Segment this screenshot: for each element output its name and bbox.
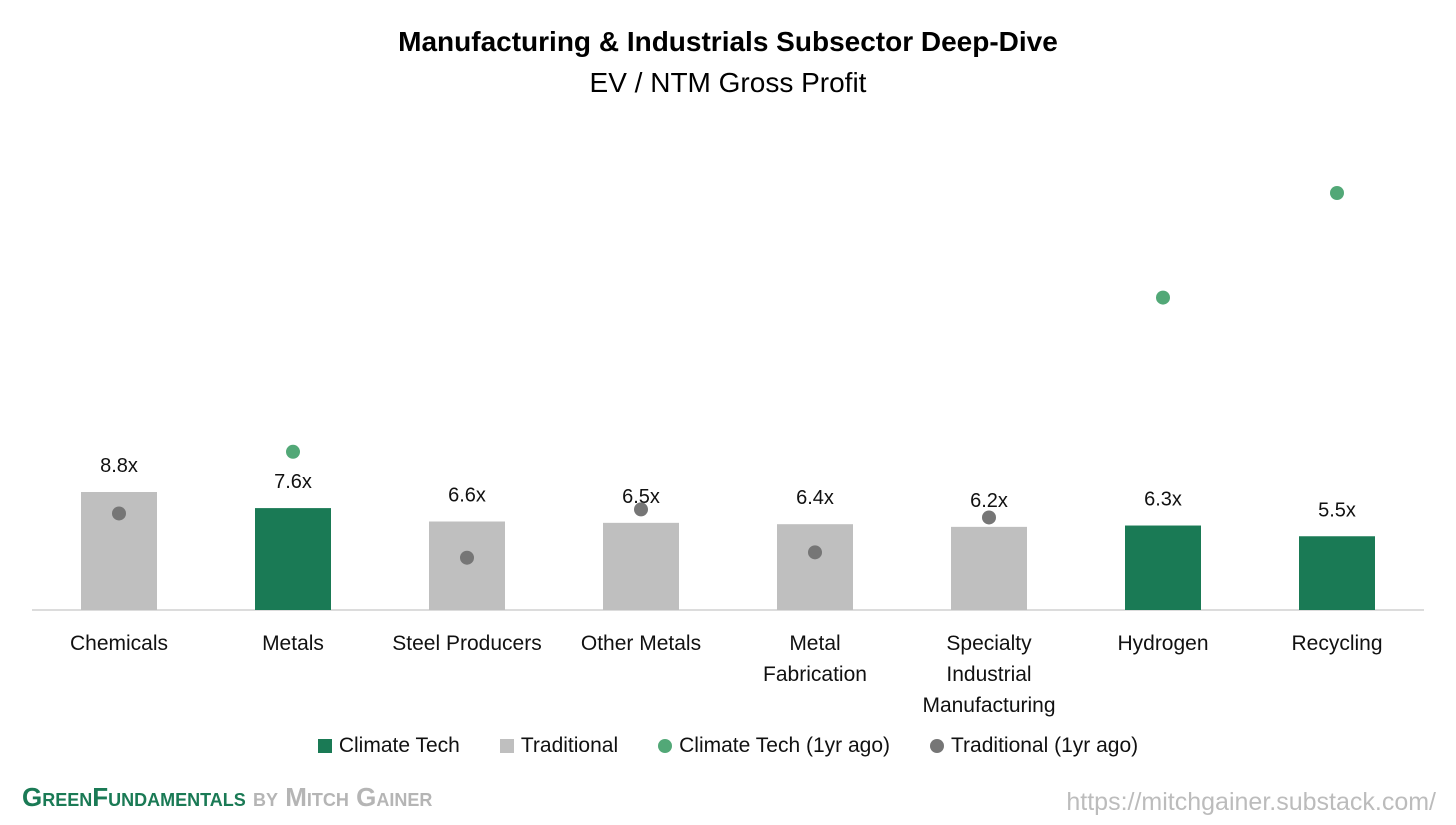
x-tick-label: Chemicals [69, 632, 169, 655]
brand-name: GreenFundamentals [22, 782, 246, 812]
x-tick-label: Hydrogen [1117, 632, 1209, 655]
dot [112, 506, 126, 521]
dot [982, 510, 996, 525]
legend-swatch [930, 739, 944, 753]
legend-label: Traditional [520, 734, 619, 757]
dot [460, 550, 474, 565]
legend-swatch [317, 739, 332, 753]
x-tick-label: Steel Producers [392, 632, 542, 655]
legend-label: Climate Tech (1yr ago) [679, 734, 890, 757]
bar [603, 522, 679, 610]
value-label: 6.6x [448, 485, 486, 507]
value-label: 6.3x [1144, 489, 1182, 511]
legend-item: Traditional (1yr ago) [930, 734, 1138, 758]
x-tick-label: Metals [262, 632, 324, 655]
x-tick-label: Specialty Industrial Manufacturing [922, 632, 1056, 717]
bar [1125, 525, 1201, 610]
legend-label: Climate Tech [338, 734, 460, 757]
value-label: 8.8x [100, 455, 138, 477]
legend-swatch [658, 739, 673, 753]
bar [429, 521, 505, 610]
legend-item: Traditional [499, 734, 619, 758]
legend: Climate Tech Traditional Climate Tech (1yr… [0, 734, 1456, 758]
bar [951, 526, 1027, 610]
dot [1156, 290, 1170, 305]
legend-label: Traditional (1yr ago) [951, 734, 1139, 757]
legend-item: Climate Tech [317, 734, 460, 758]
value-label: 6.2x [970, 490, 1008, 512]
value-label: 6.4x [796, 487, 834, 509]
bar [1299, 536, 1375, 610]
value-label: 7.6x [274, 471, 312, 493]
x-tick-label: Other Metals [580, 632, 702, 655]
x-tick-label: Recycling [1291, 632, 1383, 655]
source-url: https://mitchgainer.substack.com/ [1066, 788, 1436, 816]
value-label: 5.5x [1318, 499, 1356, 521]
value-label: 6.5x [622, 486, 660, 508]
chart-subtitle: EV / NTM Gross Profit [589, 67, 867, 98]
legend-swatch [499, 739, 514, 753]
dot [634, 502, 648, 517]
byline: by Mitch Gainer [253, 782, 433, 812]
x-tick-label: Metal Fabrication [763, 632, 867, 686]
bar [777, 524, 853, 610]
legend-item: Climate Tech (1yr ago) [658, 734, 890, 758]
branding: GreenFundamentals by Mitch Gainer [22, 782, 432, 813]
dot [808, 545, 822, 560]
dot [286, 444, 300, 459]
bar [255, 508, 331, 610]
dot [1330, 186, 1344, 200]
chart-title: Manufacturing & Industrials Subsector De… [398, 26, 1058, 57]
